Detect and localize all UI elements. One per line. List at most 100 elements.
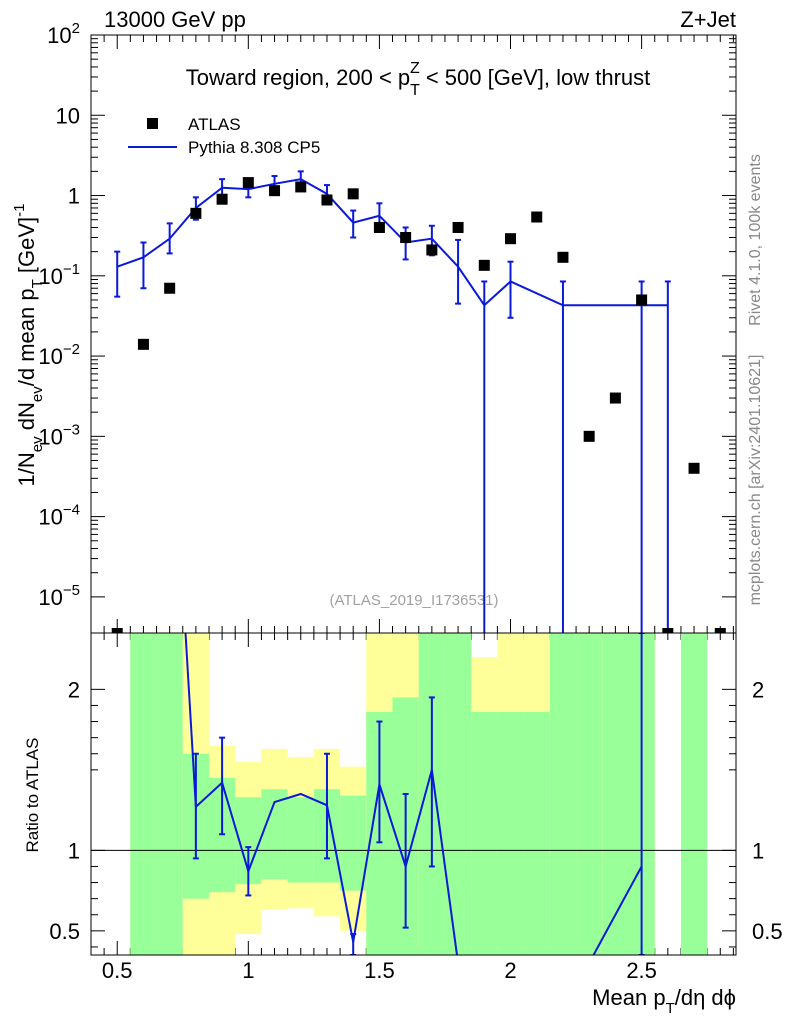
atlas-data-point bbox=[583, 430, 595, 442]
header-left: 13000 GeV pp bbox=[104, 7, 246, 32]
x-tick-label: 1.5 bbox=[364, 958, 395, 983]
legend-pythia-label: Pythia 8.308 CP5 bbox=[188, 138, 320, 157]
ylabel-p1: ev bbox=[29, 436, 46, 452]
main-y-tick-exp: −2 bbox=[63, 341, 80, 358]
atlas-data-point bbox=[452, 221, 464, 233]
ratio-green-band bbox=[444, 633, 472, 955]
atlas-data-point bbox=[295, 181, 307, 193]
ylabel-p0: 1/N bbox=[14, 452, 39, 486]
ratio-y-tick-label: 2 bbox=[68, 677, 80, 702]
ratio-green-band bbox=[471, 711, 498, 955]
xlabel-p1: T bbox=[666, 1000, 675, 1017]
main-y-tick-label: 10−3 bbox=[38, 421, 80, 449]
atlas-data-point bbox=[190, 207, 202, 219]
atlas-offscale-marker bbox=[111, 628, 123, 633]
main-y-tick-label: 10−1 bbox=[38, 261, 80, 289]
ylabel-p7: -1 bbox=[11, 204, 28, 217]
main-y-tick-exp: −4 bbox=[63, 502, 80, 519]
main-y-tick-label: 1 bbox=[68, 184, 80, 209]
ratio-y-tick-label-right: 2 bbox=[752, 677, 764, 702]
x-tick-label: 2 bbox=[504, 958, 516, 983]
ratio-green-band bbox=[130, 633, 157, 955]
ratio-curve-tail bbox=[592, 865, 643, 955]
main-y-tick-exp: −5 bbox=[63, 582, 80, 599]
ratio-y-tick-label-right: 0.5 bbox=[752, 919, 783, 944]
atlas-offscale-marker bbox=[714, 628, 726, 633]
side-label-top: Rivet 4.1.0, 100k events bbox=[747, 154, 764, 326]
main-y-tick-exp: −3 bbox=[63, 421, 80, 438]
atlas-data-point bbox=[137, 338, 149, 350]
atlas-offscale-marker bbox=[662, 628, 674, 633]
ratio-clipped-group bbox=[184, 633, 645, 955]
x-axis-label: Mean pT/dη dϕ bbox=[592, 985, 736, 1017]
atlas-data-point bbox=[216, 193, 228, 205]
ratio-y-tick-label: 0.5 bbox=[49, 919, 80, 944]
xlabel-p0: Mean p bbox=[592, 985, 665, 1010]
ratio-curve bbox=[184, 633, 458, 955]
ratio-plot-panel: 0.5 0.5 1 1 2 2 0.5 1 1.5 2 2.5 Ratio to ATLAS Mea… bbox=[23, 632, 783, 1017]
main-y-tick-label: 102 bbox=[47, 20, 80, 48]
ylabel-p5: T bbox=[29, 279, 46, 288]
main-y-axis-label: 1/Nev dNev/d mean pT [GeV]-1 bbox=[11, 204, 46, 487]
ratio-green-band bbox=[340, 795, 367, 891]
atlas-data-point bbox=[164, 282, 176, 294]
main-y-tick-base: 1 bbox=[68, 184, 80, 209]
ratio-green-band bbox=[602, 633, 629, 955]
main-y-tick-base: 10 bbox=[38, 585, 62, 610]
atlas-data-point bbox=[400, 232, 412, 244]
ratio-green-band bbox=[549, 633, 577, 955]
atlas-data-point bbox=[426, 244, 438, 256]
ylabel-p6: [GeV] bbox=[14, 217, 39, 279]
pythia-curve bbox=[116, 178, 668, 307]
ratio-plot-frame bbox=[90, 632, 737, 956]
header-right: Z+Jet bbox=[680, 7, 736, 32]
main-y-tick-label: 10−5 bbox=[38, 582, 80, 610]
main-y-tick-base: 10 bbox=[47, 23, 71, 48]
main-y-tick-base: 10 bbox=[38, 344, 62, 369]
main-y-tick-base: 10 bbox=[38, 505, 62, 530]
ylabel-p2: dN bbox=[14, 402, 39, 436]
atlas-data-point bbox=[373, 221, 385, 233]
main-title-sup: Z bbox=[410, 60, 420, 77]
ratio-green-band bbox=[576, 633, 603, 955]
x-tick-label: 2.5 bbox=[626, 958, 657, 983]
ratio-green-band bbox=[156, 633, 183, 955]
watermark: (ATLAS_2019_I1736531) bbox=[329, 592, 498, 609]
ratio-y-axis-label: Ratio to ATLAS bbox=[23, 738, 42, 853]
main-y-tick-label: 10−4 bbox=[38, 502, 80, 530]
main-y-tick-base: 10 bbox=[38, 264, 62, 289]
legend-atlas-marker bbox=[147, 118, 158, 129]
atlas-data-point bbox=[347, 188, 359, 200]
main-title-post: < 500 [GeV], low thrust bbox=[420, 65, 651, 90]
ylabel-p4: /d mean p bbox=[14, 288, 39, 386]
ratio-green-band bbox=[680, 633, 708, 955]
main-title-sub: T bbox=[410, 82, 420, 99]
ratio-y-tick-label: 1 bbox=[68, 838, 80, 863]
main-y-tick-base: 10 bbox=[56, 103, 80, 128]
ratio-y-tick-label-right: 1 bbox=[752, 838, 764, 863]
legend: ATLAS Pythia 8.308 CP5 bbox=[128, 115, 320, 157]
atlas-data-point bbox=[688, 462, 700, 474]
atlas-data-point bbox=[505, 233, 517, 245]
main-y-tick-base: 10 bbox=[38, 424, 62, 449]
ratio-green-band bbox=[523, 711, 550, 955]
atlas-data-point bbox=[269, 185, 281, 197]
atlas-data-point bbox=[557, 251, 569, 263]
main-data-layer bbox=[111, 170, 726, 633]
x-tick-label: 0.5 bbox=[102, 958, 133, 983]
atlas-data-point bbox=[609, 392, 621, 404]
main-title: Toward region, 200 < pTZ < 500 [GeV], lo… bbox=[186, 60, 651, 99]
main-y-tick-exp: 2 bbox=[72, 20, 80, 37]
ratio-green-band bbox=[287, 797, 314, 883]
side-label-bottom: mcplots.cern.ch [arXiv:2401.10621] bbox=[747, 355, 764, 606]
ratio-green-band bbox=[497, 711, 524, 955]
ylabel-p3: ev bbox=[29, 386, 46, 402]
main-y-tick-label: 10 bbox=[56, 103, 80, 128]
atlas-data-point bbox=[531, 211, 543, 223]
x-tick-label: 1 bbox=[242, 958, 254, 983]
atlas-data-point bbox=[242, 177, 254, 189]
atlas-data-point bbox=[321, 194, 333, 206]
